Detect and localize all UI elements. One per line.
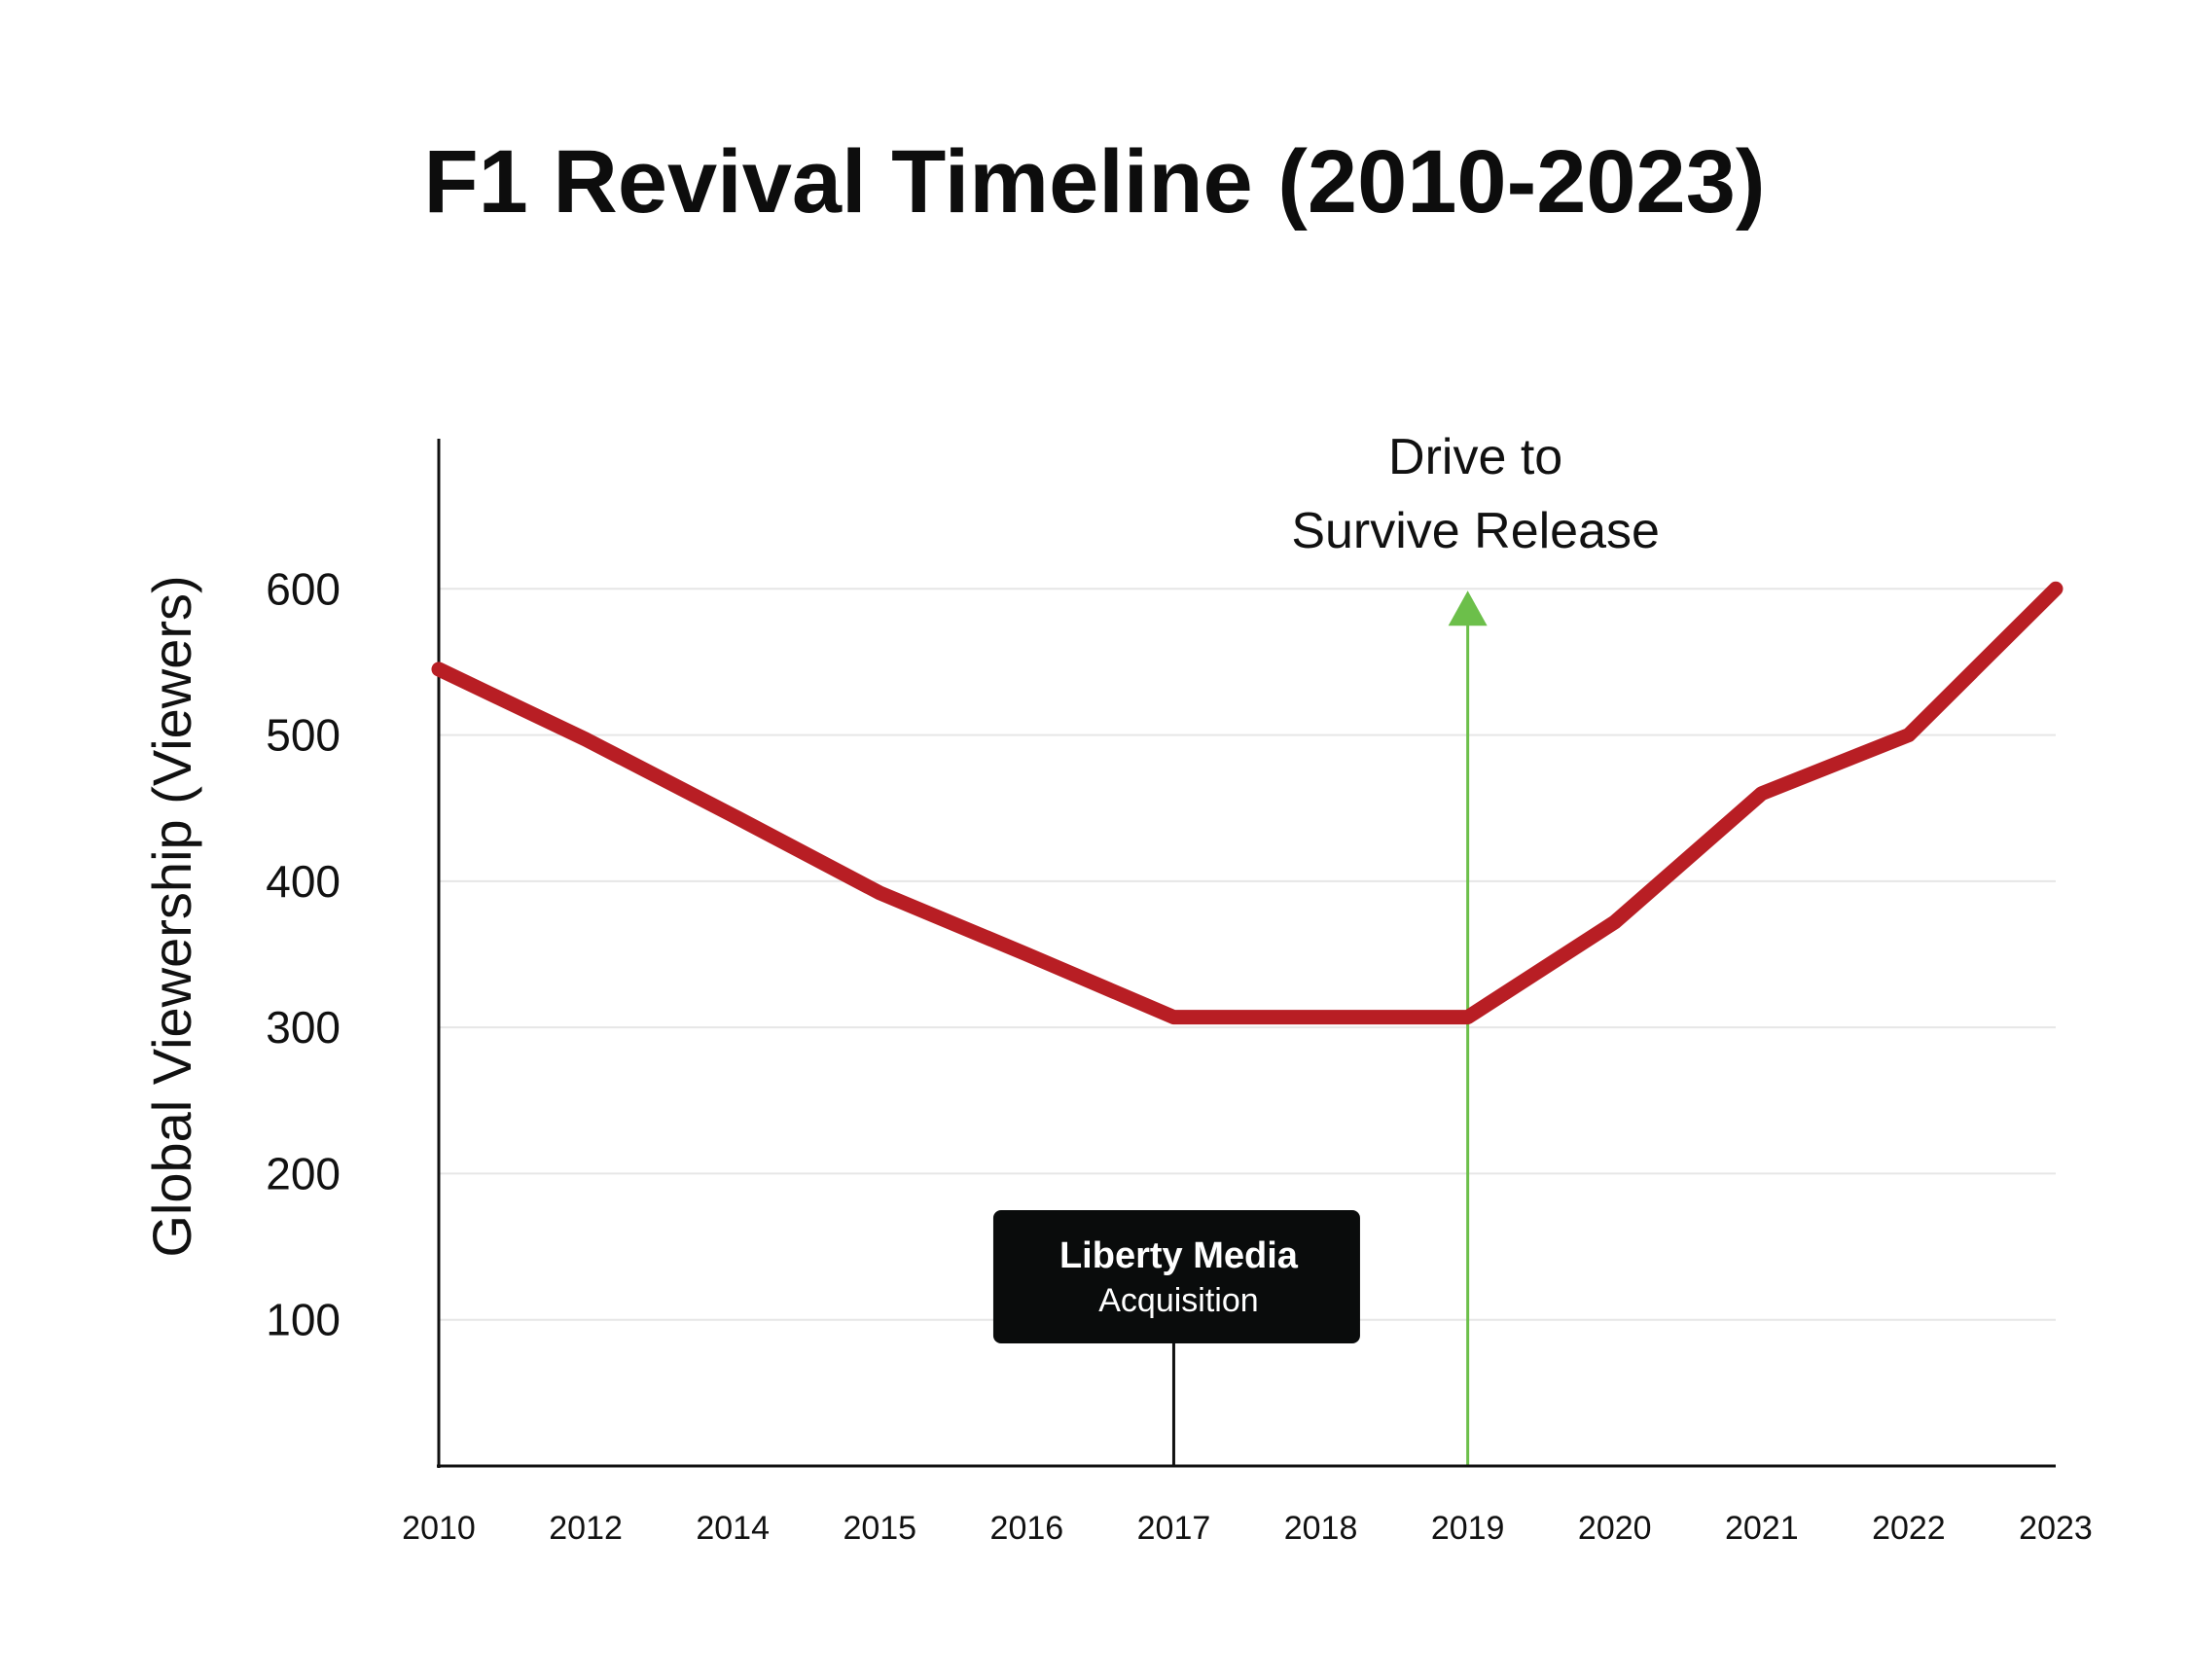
y-tick-label-400: 400 (266, 856, 341, 907)
series-line-1 (431, 581, 2063, 1025)
drive-to-survive-label-line-2: Survive Release (1291, 503, 1660, 559)
drive-to-survive-arrow-head (1448, 590, 1488, 626)
annotations: Drive to Survive Release Liberty Media Acqu… (992, 429, 1660, 1466)
x-tick-label-2017: 2017 (1137, 1510, 1211, 1547)
x-tick-label-2016: 2016 (990, 1510, 1064, 1547)
drive-to-survive-label-line-1: Drive to (1388, 429, 1562, 485)
x-tick-label-2022: 2022 (1872, 1510, 1946, 1547)
liberty-media-box (992, 1210, 1360, 1343)
x-tick-label-2020: 2020 (1578, 1510, 1652, 1547)
y-tick-label-500: 500 (266, 710, 341, 761)
y-tick-labels: 100 200 300 400 500 600 (266, 563, 341, 1344)
x-tick-labels: 2010 2012 2014 2015 2016 2017 2018 2019 2020 2021… (402, 1510, 2093, 1547)
y-tick-label-200: 200 (266, 1148, 341, 1198)
series (431, 581, 2063, 1025)
chart-title: F1 Revival Timeline (2010-2023) (423, 132, 1765, 232)
gridlines (439, 588, 2056, 1321)
axes (437, 439, 2056, 1468)
liberty-media-subtitle: Acquisition (1098, 1282, 1258, 1319)
x-tick-label-2021: 2021 (1725, 1510, 1799, 1547)
x-tick-label-2019: 2019 (1431, 1510, 1505, 1547)
x-tick-label-2014: 2014 (696, 1510, 770, 1547)
x-tick-label-2018: 2018 (1284, 1510, 1358, 1547)
x-tick-label-2023: 2023 (2019, 1510, 2093, 1547)
x-tick-label-2015: 2015 (843, 1510, 916, 1547)
y-axis-label: Global Viewership (Viewers) (141, 575, 202, 1257)
y-tick-label-600: 600 (266, 563, 341, 614)
y-tick-label-300: 300 (266, 1002, 341, 1053)
y-tick-label-100: 100 (266, 1295, 341, 1345)
x-tick-label-2010: 2010 (402, 1510, 476, 1547)
liberty-media-title: Liberty Media (1059, 1235, 1299, 1276)
x-tick-label-2012: 2012 (549, 1510, 623, 1547)
